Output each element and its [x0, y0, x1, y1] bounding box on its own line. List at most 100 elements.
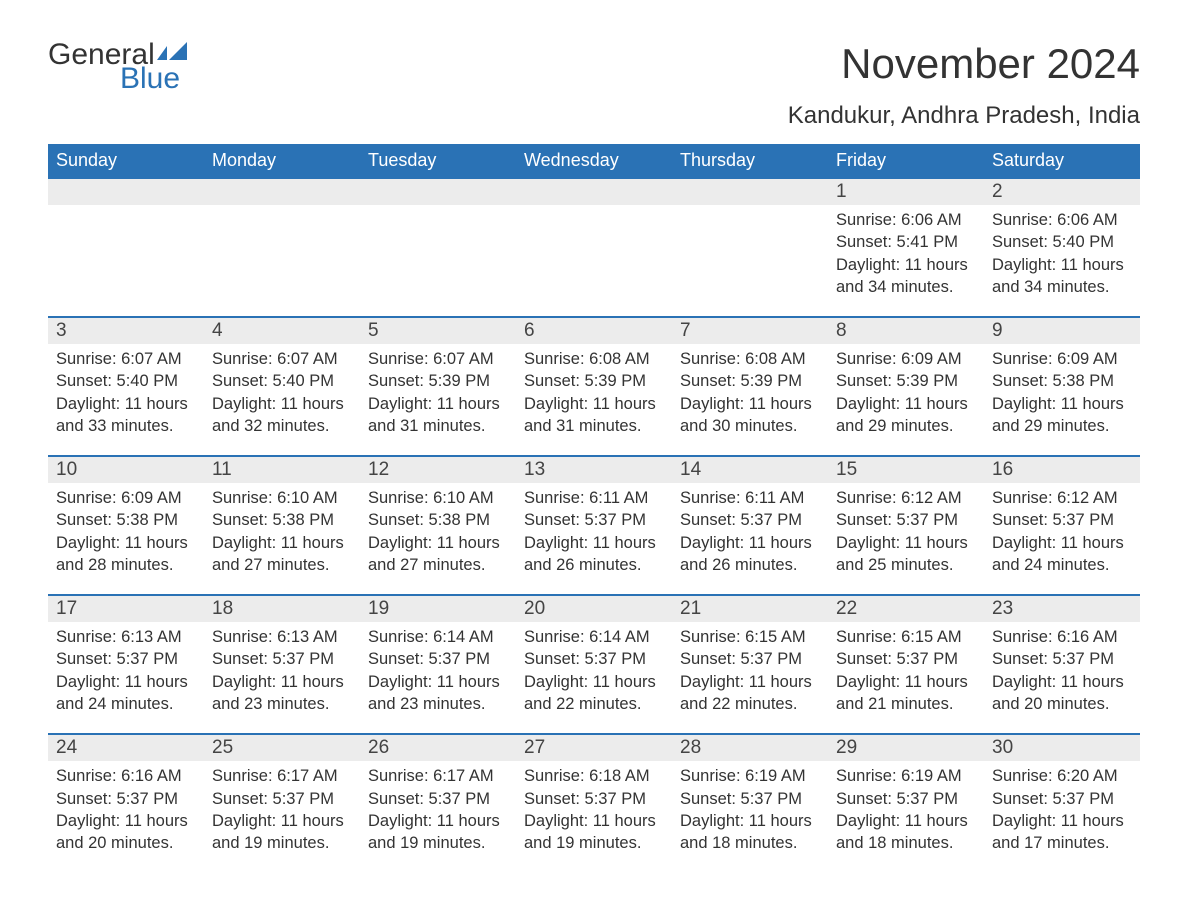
sunset-text: Sunset: 5:37 PM — [524, 788, 664, 810]
day-content-cell — [204, 205, 360, 317]
day-number-cell: 14 — [672, 456, 828, 483]
sunset-text: Sunset: 5:37 PM — [992, 788, 1132, 810]
day-number-cell: 16 — [984, 456, 1140, 483]
day-number-cell — [360, 178, 516, 205]
sunrise-text: Sunrise: 6:11 AM — [680, 487, 820, 509]
sunrise-text: Sunrise: 6:09 AM — [56, 487, 196, 509]
weekday-header: Friday — [828, 144, 984, 178]
sunrise-text: Sunrise: 6:09 AM — [836, 348, 976, 370]
day-content-cell — [672, 205, 828, 317]
day-content-cell: Sunrise: 6:07 AMSunset: 5:40 PMDaylight:… — [48, 344, 204, 456]
day-content-cell — [48, 205, 204, 317]
day-content-cell: Sunrise: 6:10 AMSunset: 5:38 PMDaylight:… — [360, 483, 516, 595]
day-content-cell: Sunrise: 6:10 AMSunset: 5:38 PMDaylight:… — [204, 483, 360, 595]
day-content-cell: Sunrise: 6:11 AMSunset: 5:37 PMDaylight:… — [516, 483, 672, 595]
day-number-cell: 18 — [204, 595, 360, 622]
day-content-cell: Sunrise: 6:06 AMSunset: 5:40 PMDaylight:… — [984, 205, 1140, 317]
sunrise-text: Sunrise: 6:10 AM — [212, 487, 352, 509]
daylight-text: Daylight: 11 hours and 23 minutes. — [368, 671, 508, 716]
sunrise-text: Sunrise: 6:13 AM — [56, 626, 196, 648]
daylight-text: Daylight: 11 hours and 17 minutes. — [992, 810, 1132, 855]
sunset-text: Sunset: 5:38 PM — [56, 509, 196, 531]
day-number-cell: 9 — [984, 317, 1140, 344]
daylight-text: Daylight: 11 hours and 23 minutes. — [212, 671, 352, 716]
weekday-header: Thursday — [672, 144, 828, 178]
day-number-cell — [204, 178, 360, 205]
day-number-cell: 7 — [672, 317, 828, 344]
sunset-text: Sunset: 5:41 PM — [836, 231, 976, 253]
day-content-cell: Sunrise: 6:19 AMSunset: 5:37 PMDaylight:… — [672, 761, 828, 872]
sunset-text: Sunset: 5:40 PM — [56, 370, 196, 392]
day-number-row: 12 — [48, 178, 1140, 205]
day-number-cell — [516, 178, 672, 205]
daylight-text: Daylight: 11 hours and 32 minutes. — [212, 393, 352, 438]
weekday-header-row: Sunday Monday Tuesday Wednesday Thursday… — [48, 144, 1140, 178]
day-number-cell: 1 — [828, 178, 984, 205]
day-number-cell: 13 — [516, 456, 672, 483]
sunset-text: Sunset: 5:37 PM — [56, 788, 196, 810]
sunrise-text: Sunrise: 6:07 AM — [212, 348, 352, 370]
sunrise-text: Sunrise: 6:19 AM — [680, 765, 820, 787]
day-number-row: 24252627282930 — [48, 734, 1140, 761]
day-number-cell: 27 — [516, 734, 672, 761]
day-content-cell: Sunrise: 6:18 AMSunset: 5:37 PMDaylight:… — [516, 761, 672, 872]
day-content-row: Sunrise: 6:13 AMSunset: 5:37 PMDaylight:… — [48, 622, 1140, 734]
day-content-cell: Sunrise: 6:08 AMSunset: 5:39 PMDaylight:… — [672, 344, 828, 456]
daylight-text: Daylight: 11 hours and 29 minutes. — [836, 393, 976, 438]
flag-icon — [157, 42, 191, 64]
day-number-cell: 19 — [360, 595, 516, 622]
sunset-text: Sunset: 5:40 PM — [212, 370, 352, 392]
sunrise-text: Sunrise: 6:19 AM — [836, 765, 976, 787]
sunrise-text: Sunrise: 6:07 AM — [368, 348, 508, 370]
day-content-cell: Sunrise: 6:07 AMSunset: 5:39 PMDaylight:… — [360, 344, 516, 456]
day-content-cell — [516, 205, 672, 317]
day-content-cell: Sunrise: 6:16 AMSunset: 5:37 PMDaylight:… — [984, 622, 1140, 734]
sunrise-text: Sunrise: 6:12 AM — [992, 487, 1132, 509]
sunrise-text: Sunrise: 6:17 AM — [368, 765, 508, 787]
day-content-row: Sunrise: 6:09 AMSunset: 5:38 PMDaylight:… — [48, 483, 1140, 595]
sunrise-text: Sunrise: 6:07 AM — [56, 348, 196, 370]
sunset-text: Sunset: 5:37 PM — [212, 648, 352, 670]
day-content-cell: Sunrise: 6:16 AMSunset: 5:37 PMDaylight:… — [48, 761, 204, 872]
sunset-text: Sunset: 5:37 PM — [368, 648, 508, 670]
sunrise-text: Sunrise: 6:08 AM — [524, 348, 664, 370]
sunset-text: Sunset: 5:38 PM — [368, 509, 508, 531]
day-number-cell: 26 — [360, 734, 516, 761]
sunset-text: Sunset: 5:37 PM — [992, 509, 1132, 531]
day-content-cell: Sunrise: 6:17 AMSunset: 5:37 PMDaylight:… — [204, 761, 360, 872]
brand-part2: Blue — [120, 64, 191, 94]
location-label: Kandukur, Andhra Pradesh, India — [48, 102, 1140, 130]
sunset-text: Sunset: 5:37 PM — [524, 509, 664, 531]
sunset-text: Sunset: 5:37 PM — [992, 648, 1132, 670]
day-content-cell: Sunrise: 6:20 AMSunset: 5:37 PMDaylight:… — [984, 761, 1140, 872]
sunset-text: Sunset: 5:38 PM — [992, 370, 1132, 392]
day-content-cell: Sunrise: 6:17 AMSunset: 5:37 PMDaylight:… — [360, 761, 516, 872]
day-number-cell: 12 — [360, 456, 516, 483]
day-content-row: Sunrise: 6:06 AMSunset: 5:41 PMDaylight:… — [48, 205, 1140, 317]
daylight-text: Daylight: 11 hours and 21 minutes. — [836, 671, 976, 716]
day-content-cell: Sunrise: 6:09 AMSunset: 5:39 PMDaylight:… — [828, 344, 984, 456]
sunrise-text: Sunrise: 6:13 AM — [212, 626, 352, 648]
day-content-row: Sunrise: 6:16 AMSunset: 5:37 PMDaylight:… — [48, 761, 1140, 872]
month-title: November 2024 — [841, 40, 1140, 88]
day-content-cell: Sunrise: 6:19 AMSunset: 5:37 PMDaylight:… — [828, 761, 984, 872]
daylight-text: Daylight: 11 hours and 24 minutes. — [56, 671, 196, 716]
day-content-cell: Sunrise: 6:13 AMSunset: 5:37 PMDaylight:… — [48, 622, 204, 734]
sunrise-text: Sunrise: 6:08 AM — [680, 348, 820, 370]
sunset-text: Sunset: 5:37 PM — [836, 509, 976, 531]
sunrise-text: Sunrise: 6:17 AM — [212, 765, 352, 787]
day-content-cell: Sunrise: 6:15 AMSunset: 5:37 PMDaylight:… — [828, 622, 984, 734]
day-content-cell: Sunrise: 6:07 AMSunset: 5:40 PMDaylight:… — [204, 344, 360, 456]
daylight-text: Daylight: 11 hours and 31 minutes. — [524, 393, 664, 438]
day-number-cell: 28 — [672, 734, 828, 761]
day-number-cell: 20 — [516, 595, 672, 622]
sunset-text: Sunset: 5:37 PM — [680, 788, 820, 810]
daylight-text: Daylight: 11 hours and 25 minutes. — [836, 532, 976, 577]
sunrise-text: Sunrise: 6:06 AM — [836, 209, 976, 231]
sunrise-text: Sunrise: 6:16 AM — [992, 626, 1132, 648]
daylight-text: Daylight: 11 hours and 19 minutes. — [368, 810, 508, 855]
daylight-text: Daylight: 11 hours and 34 minutes. — [836, 254, 976, 299]
sunset-text: Sunset: 5:39 PM — [524, 370, 664, 392]
day-content-cell: Sunrise: 6:09 AMSunset: 5:38 PMDaylight:… — [48, 483, 204, 595]
sunrise-text: Sunrise: 6:06 AM — [992, 209, 1132, 231]
